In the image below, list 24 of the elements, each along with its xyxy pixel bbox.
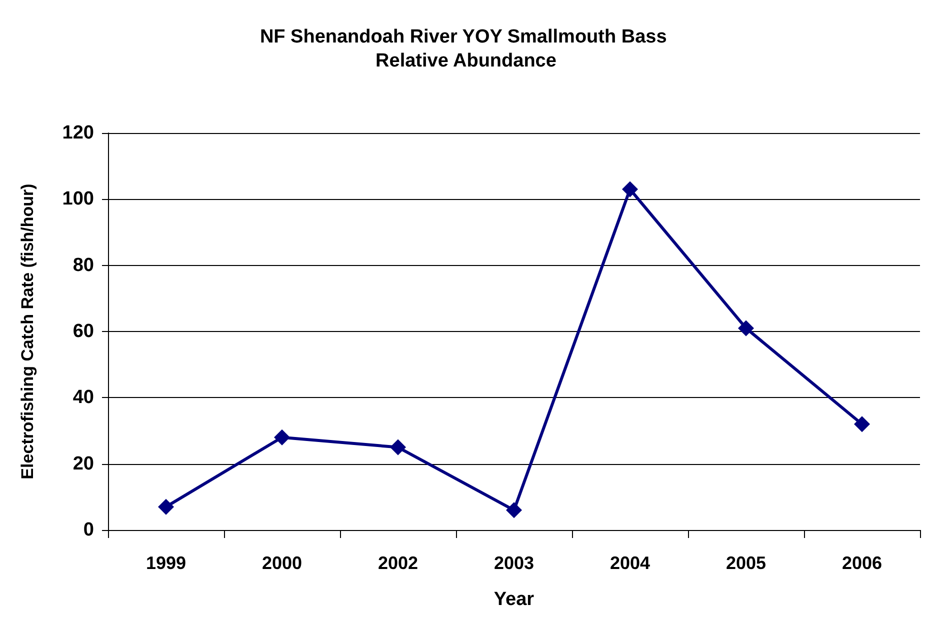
x-tick-label: 2000 xyxy=(262,553,302,573)
point xyxy=(854,416,870,432)
point xyxy=(738,320,754,336)
x-axis-title: Year xyxy=(494,589,535,610)
point xyxy=(158,498,174,515)
x-tick-label: 2006 xyxy=(842,553,882,573)
point xyxy=(274,429,290,446)
x-tick-label: 2002 xyxy=(378,553,418,573)
x-tick-label: 2005 xyxy=(726,553,766,573)
y-tick-label: 60 xyxy=(72,321,94,342)
chart-title: NF Shenandoah River YOY Smallmouth Bass Relative Abundance xyxy=(260,26,672,72)
point xyxy=(390,439,406,456)
y-tick-label: 20 xyxy=(72,453,94,474)
y-tick-label: 40 xyxy=(72,387,94,408)
y-tick-label: 100 xyxy=(62,188,94,210)
point xyxy=(622,181,638,198)
point xyxy=(506,502,522,518)
y-tick-label: 120 xyxy=(62,122,94,144)
x-tick-label: 1999 xyxy=(146,553,186,573)
y-axis-title: Electrofishing Catch Rate (fish/hour) xyxy=(18,184,37,480)
x-tick-label: 2004 xyxy=(610,553,650,573)
y-tick-label: 0 xyxy=(83,520,94,540)
y-tick-label: 80 xyxy=(72,254,94,276)
x-tick-label: 2003 xyxy=(494,553,534,573)
